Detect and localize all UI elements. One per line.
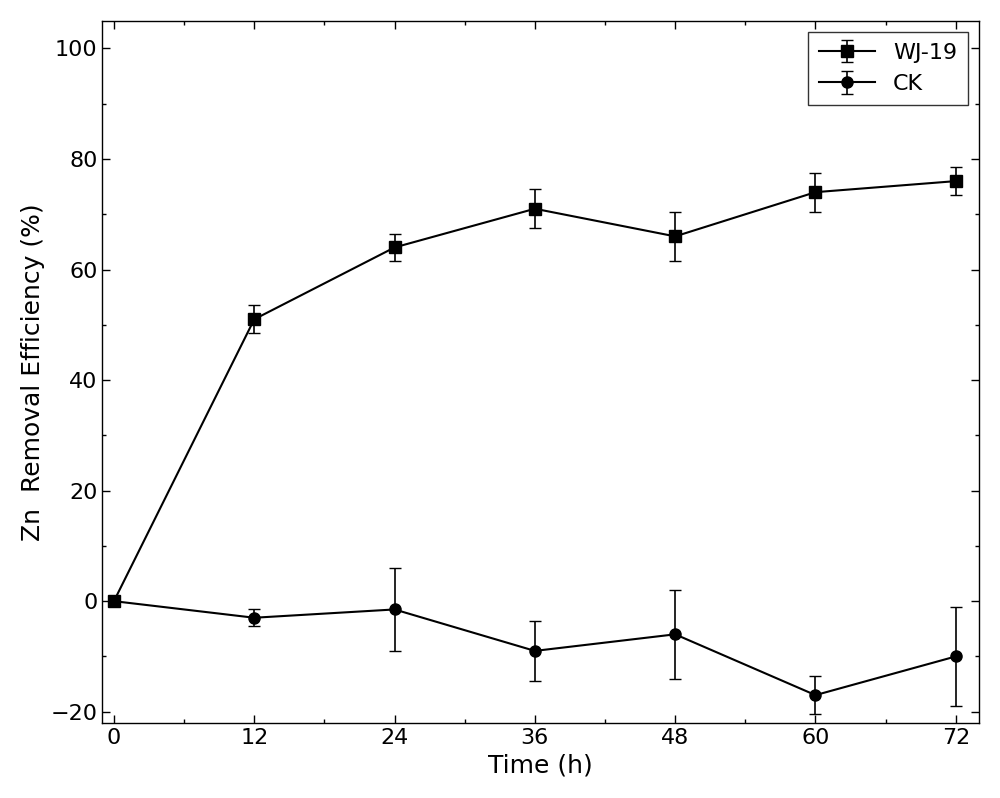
Y-axis label: Zn  Removal Efficiency (%): Zn Removal Efficiency (%) xyxy=(21,203,45,540)
Legend: WJ-19, CK: WJ-19, CK xyxy=(808,32,968,105)
X-axis label: Time (h): Time (h) xyxy=(488,753,593,777)
